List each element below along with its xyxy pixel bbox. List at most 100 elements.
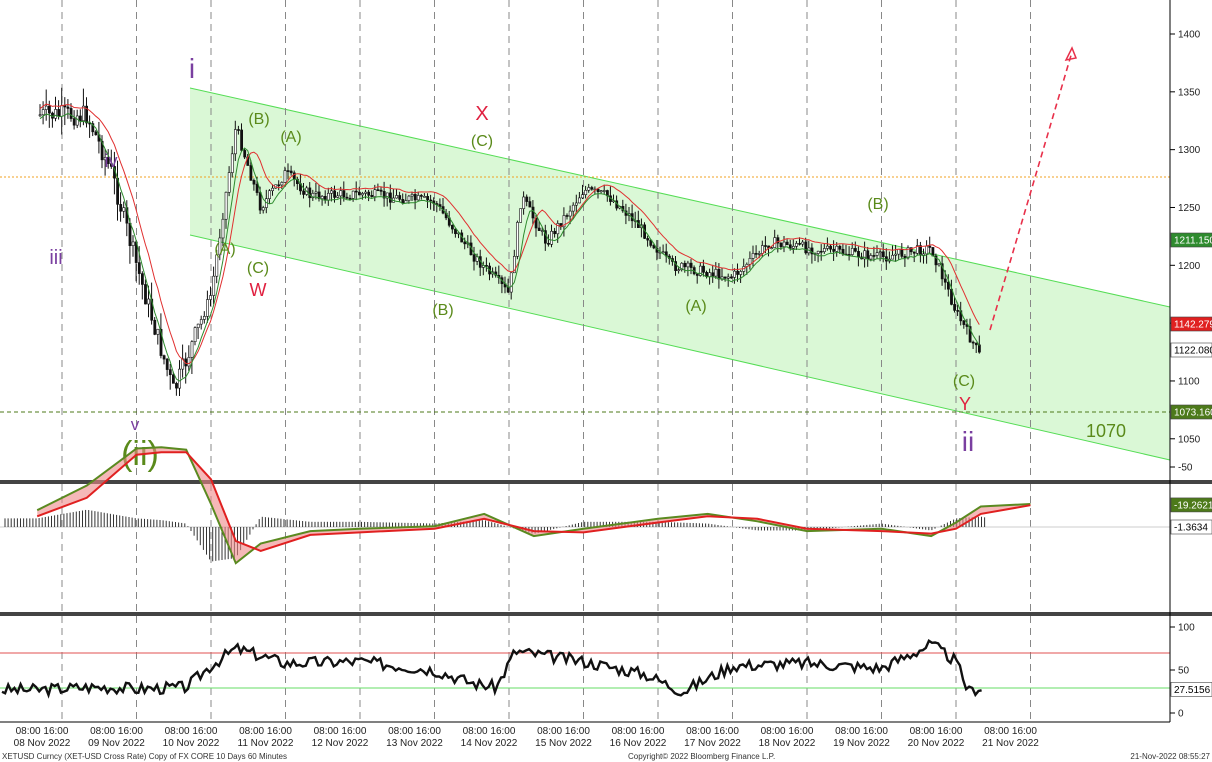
candle-body: [974, 342, 978, 346]
candle-body: [881, 251, 885, 257]
candle-body: [255, 183, 259, 193]
candle-body: [835, 245, 839, 252]
candle-body: [962, 320, 966, 325]
candle-body: [289, 170, 293, 174]
value-tag-text: -1.3634: [1174, 523, 1208, 534]
value-tag-box: [1170, 682, 1212, 697]
candle-body: [122, 207, 126, 212]
candle-body: [212, 275, 216, 296]
candle-body: [516, 222, 519, 257]
candle-body: [857, 250, 860, 258]
time-tick-label: 08:00 16:00: [463, 726, 516, 737]
candle-body: [426, 196, 430, 201]
candle-body: [925, 245, 929, 255]
candle-body: [537, 227, 541, 231]
candle-body: [379, 189, 383, 192]
candle-body: [258, 192, 262, 211]
candle-body: [822, 248, 826, 252]
candle-body: [147, 298, 151, 305]
candle-body: [196, 323, 200, 328]
candle-body: [351, 190, 355, 199]
candle-body: [785, 241, 789, 246]
candle-body: [416, 195, 420, 201]
date-tick-label: 20 Nov 2022: [908, 738, 965, 749]
candle-body: [581, 194, 585, 199]
wave-label: (B): [248, 111, 269, 128]
time-tick-label: 08:00 16:00: [835, 726, 888, 737]
candlesticks: [38, 87, 981, 396]
date-tick-label: 19 Nov 2022: [833, 738, 890, 749]
candle-body: [106, 157, 110, 164]
candle-body: [345, 196, 349, 199]
wave-label: (C): [247, 260, 269, 277]
candle-body: [714, 269, 718, 277]
candle-body: [683, 262, 687, 268]
candle-body: [407, 195, 411, 201]
candle-body: [283, 170, 287, 183]
candle-body: [528, 201, 532, 208]
candle-body: [252, 180, 256, 185]
candle-body: [556, 223, 560, 235]
candle-body: [733, 270, 736, 278]
candle-body: [314, 191, 318, 194]
candle-body: [943, 278, 947, 283]
time-tick-label: 08:00 16:00: [239, 726, 292, 737]
candle-body: [131, 241, 135, 246]
candle-body: [869, 255, 873, 260]
candle-body: [791, 246, 795, 249]
candle-body: [968, 326, 972, 343]
candle-body: [736, 270, 740, 275]
candle-body: [317, 191, 321, 200]
panel-separator-1: [0, 480, 1212, 484]
candle-body: [54, 109, 58, 119]
candle-body: [472, 254, 476, 262]
wave-label: W: [250, 280, 267, 300]
candle-body: [522, 196, 526, 209]
candle-body: [413, 194, 417, 201]
price-tick-label: 1100: [1178, 376, 1200, 387]
candle-body: [826, 245, 829, 249]
candle-body: [819, 250, 823, 253]
candle-body: [788, 244, 792, 249]
candle-body: [41, 109, 45, 116]
candle-body: [571, 204, 575, 212]
candle-body: [367, 191, 371, 196]
candle-body: [302, 190, 306, 195]
candle-body: [165, 358, 169, 370]
candle-body: [764, 245, 767, 247]
value-tag-box: [1170, 404, 1212, 420]
candle-body: [153, 319, 157, 335]
candle-body: [385, 192, 389, 199]
candle-body: [894, 253, 898, 256]
candle-body: [934, 255, 938, 266]
candle-body: [227, 172, 231, 193]
wave-label: X: [475, 103, 488, 125]
wave-label: (B): [432, 302, 453, 319]
rsi-line: [1, 639, 982, 699]
value-tag-box: [1170, 497, 1212, 513]
candle-body: [872, 255, 876, 257]
candle-body: [206, 299, 209, 317]
channel-lower-line: [189, 234, 1171, 461]
date-tick-label: 09 Nov 2022: [88, 738, 145, 749]
candle-body: [602, 190, 606, 192]
candle-body: [757, 253, 761, 255]
candle-body: [280, 182, 284, 186]
candle-body: [326, 192, 330, 201]
candle-body: [590, 187, 594, 190]
candle-body: [91, 123, 95, 133]
value-tag-text: 1142.279: [1174, 320, 1212, 331]
candle-body: [519, 208, 523, 223]
macd-line-red: [36, 451, 1031, 552]
candle-body: [565, 215, 569, 217]
footer-center: Copyright© 2022 Bloomberg Finance L.P.: [628, 752, 775, 761]
moving-average-red: [39, 103, 980, 365]
candle-body: [512, 256, 516, 274]
candle-body: [268, 190, 271, 199]
date-tick-label: 10 Nov 2022: [163, 738, 220, 749]
candle-body: [779, 242, 783, 248]
candle-body: [249, 165, 253, 181]
candle-body: [370, 194, 374, 197]
value-tag-text: -19.2621: [1174, 500, 1212, 511]
candle-body: [423, 196, 426, 198]
